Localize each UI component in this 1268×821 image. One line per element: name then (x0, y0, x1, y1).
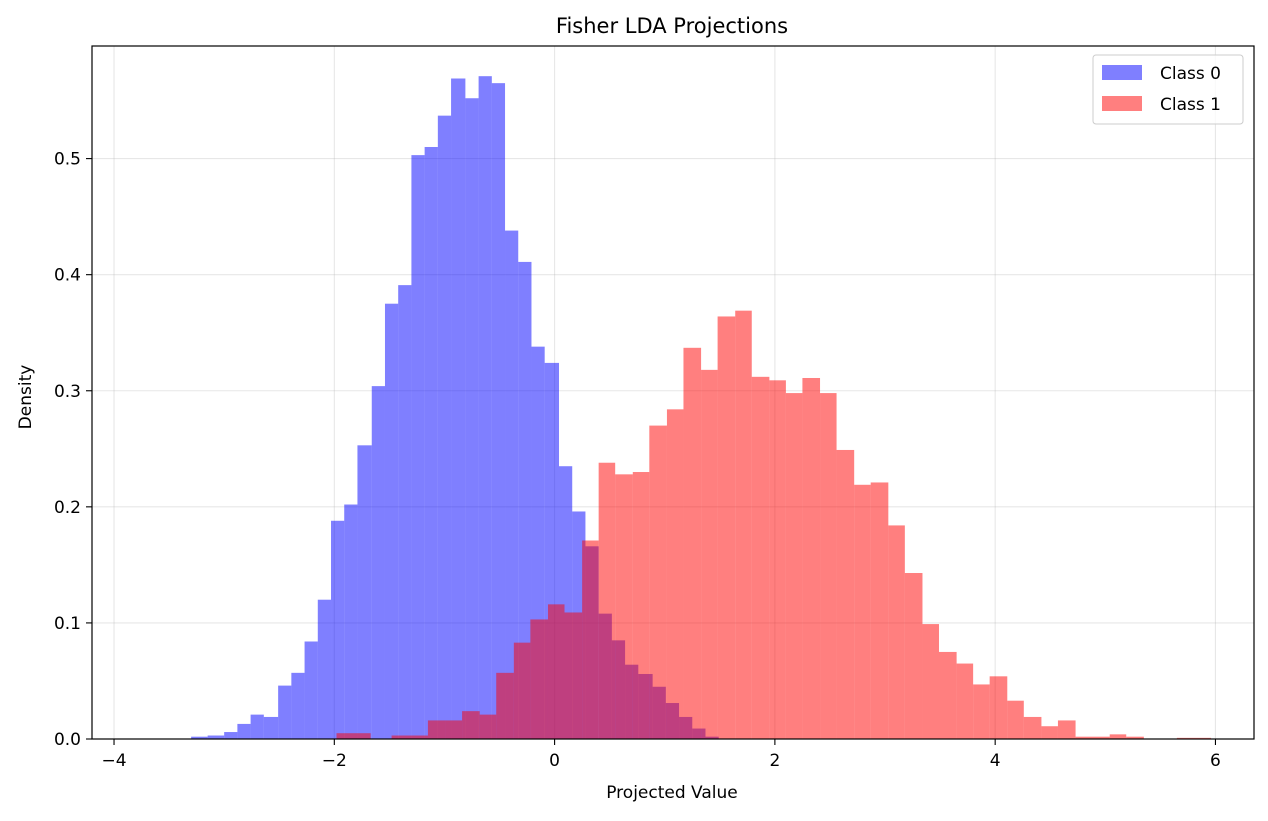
y-tick-label: 0.1 (54, 614, 81, 634)
histogram-bar-class-0 (191, 736, 208, 739)
x-axis-label: Projected Value (606, 783, 738, 803)
y-tick-label: 0.2 (54, 498, 81, 518)
histogram-bar-class-0 (424, 146, 438, 740)
plot-frame (91, 45, 1255, 740)
histogram-bar-class-0 (437, 115, 452, 739)
histogram-bar-class-1 (1057, 720, 1076, 739)
histogram-bar-class-1 (598, 462, 616, 739)
histogram-bar-class-1 (427, 720, 446, 739)
legend-swatch-class-1 (1102, 96, 1142, 111)
histogram-bar-class-0 (357, 445, 372, 739)
histogram-bar-class-1 (802, 377, 821, 739)
histogram-bar-class-0 (491, 83, 506, 739)
legend-swatch-class-0 (1102, 65, 1142, 80)
legend-label-class-0: Class 0 (1160, 64, 1221, 84)
histogram-bar-class-1 (870, 482, 889, 739)
histogram-bar-class-1 (1109, 734, 1127, 739)
y-tick-label: 0.4 (54, 266, 81, 286)
axis-ticks: −4 −2 0 2 4 6 0.0 0.1 0.2 0.3 0.4 0.5 (54, 150, 1221, 771)
histogram-bar-class-1 (1023, 716, 1042, 739)
histogram-bar-class-1 (336, 733, 371, 739)
histogram-bar-class-1 (513, 642, 531, 739)
series-class-1 (336, 310, 1212, 739)
histogram-bar-class-0 (291, 672, 305, 739)
histogram-bars (191, 76, 1212, 740)
histogram-bar-class-0 (371, 386, 385, 739)
histogram-bar-class-1 (564, 612, 583, 739)
histogram-bar-class-0 (384, 303, 399, 739)
histogram-bar-class-1 (888, 525, 905, 739)
legend-label-class-1: Class 1 (1160, 95, 1221, 115)
chart-title: Fisher LDA Projections (556, 14, 788, 38)
histogram-bar-class-0 (411, 155, 425, 739)
y-axis-label: Density (16, 365, 36, 430)
x-tick-label: 6 (1210, 751, 1221, 771)
x-tick-label: 0 (549, 751, 560, 771)
histogram-bar-class-1 (717, 316, 736, 739)
histogram-bar-class-1 (751, 376, 770, 739)
histogram-bar-class-1 (1126, 736, 1144, 739)
histogram-bar-class-0 (207, 735, 225, 739)
histogram-bar-class-1 (785, 393, 803, 739)
histogram-bar-class-0 (518, 261, 532, 739)
x-tick-label: −4 (101, 751, 126, 771)
histogram-bar-class-0 (505, 230, 519, 739)
histogram-bar-class-0 (317, 599, 332, 739)
histogram-bar-class-1 (649, 425, 667, 739)
histogram-bar-class-0 (278, 685, 292, 739)
x-tick-label: 2 (769, 751, 780, 771)
histogram-bar-class-0 (263, 716, 279, 739)
legend: Class 0 Class 1 (1092, 54, 1244, 125)
histogram-bar-class-1 (820, 393, 837, 739)
histogram-bar-class-0 (451, 78, 466, 740)
histogram-bar-class-0 (304, 641, 318, 739)
histogram-bar-class-1 (1007, 700, 1024, 739)
histogram-bar-class-0 (465, 98, 479, 739)
histogram-bar-class-1 (462, 711, 480, 739)
histogram-bar-class-1 (615, 474, 633, 739)
histogram-bar-class-0 (344, 504, 358, 739)
histogram-bar-class-1 (547, 604, 565, 739)
histogram-bar-class-1 (904, 573, 923, 739)
histogram-bar-class-1 (769, 380, 786, 739)
y-tick-label: 0.3 (54, 382, 81, 402)
x-tick-label: 4 (990, 751, 1001, 771)
histogram-bar-class-1 (938, 651, 957, 739)
histogram-bar-class-1 (854, 484, 871, 739)
histogram-bar-class-1 (445, 720, 463, 739)
histogram-bar-class-1 (1075, 736, 1110, 739)
histogram-bar-class-0 (398, 285, 412, 739)
histogram-bar-class-1 (530, 619, 548, 739)
histogram-bar-class-1 (496, 672, 514, 739)
histogram-bar-class-1 (391, 735, 428, 739)
histogram-bar-class-1 (922, 624, 939, 739)
histogram-bar-class-0 (478, 76, 492, 739)
histogram-bar-class-0 (237, 723, 251, 739)
histogram-bar-class-0 (250, 714, 264, 739)
y-tick-label: 0.5 (54, 150, 81, 170)
histogram-bar-class-1 (836, 449, 855, 739)
histogram-bar-class-0 (331, 520, 345, 739)
histogram-bar-class-1 (956, 663, 974, 739)
y-tick-label: 0.0 (54, 730, 81, 750)
histogram-bar-class-1 (582, 540, 599, 739)
x-tick-label: −2 (322, 751, 347, 771)
histogram-bar-class-1 (701, 369, 718, 739)
histogram-bar-class-1 (479, 714, 497, 739)
histogram-bar-class-1 (632, 472, 650, 739)
histogram-bar-class-1 (989, 676, 1008, 739)
histogram-bar-class-1 (973, 684, 990, 739)
histogram-bar-class-1 (1041, 726, 1058, 739)
histogram-bar-class-1 (666, 409, 684, 739)
histogram-bar-class-1 (683, 347, 702, 739)
histogram-bar-class-0 (224, 732, 238, 739)
histogram-bar-class-1 (735, 310, 752, 739)
